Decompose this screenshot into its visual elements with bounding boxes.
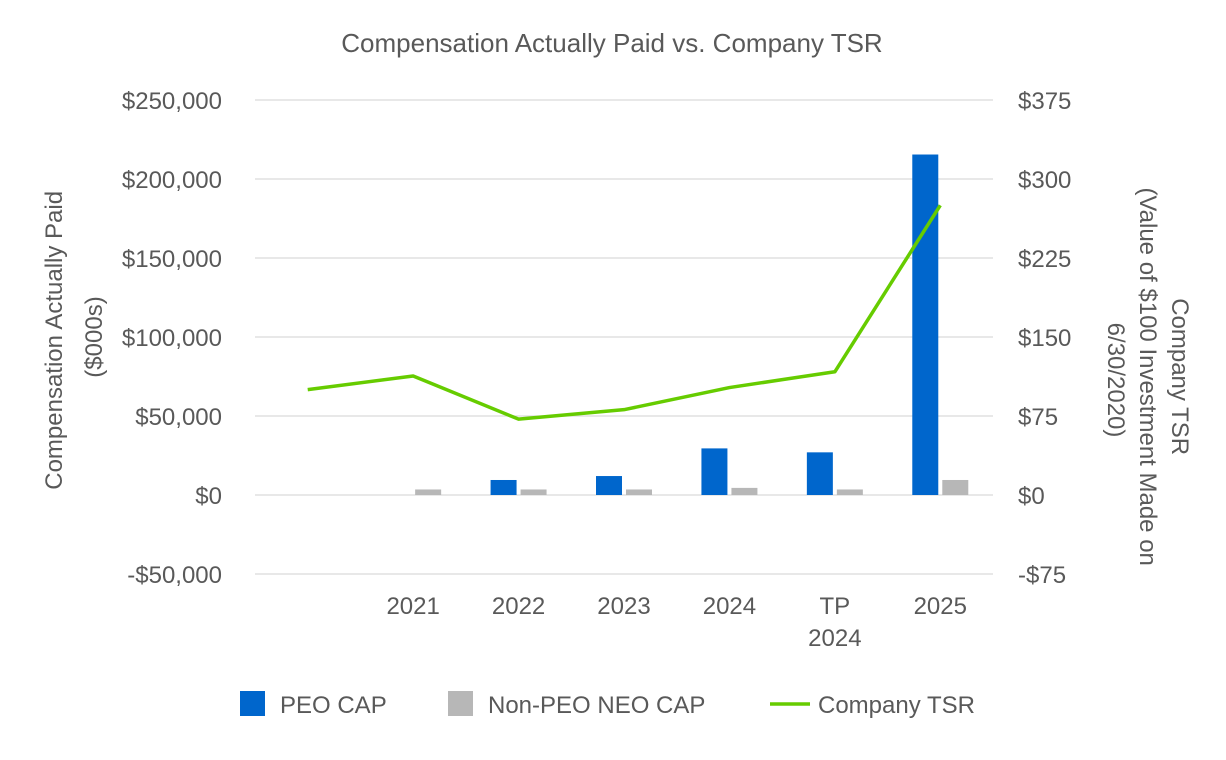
- left-axis-title: Compensation Actually Paid ($000s): [41, 184, 108, 490]
- right-tick-label: $150: [1018, 325, 1071, 352]
- left-tick-label: $200,000: [122, 167, 222, 194]
- bar-non-peo-neo-cap: [942, 479, 969, 495]
- legend-label-non-peo-neo-cap: Non-PEO NEO CAP: [488, 692, 705, 719]
- right-tick-label: $0: [1018, 483, 1045, 510]
- bar-non-peo-neo-cap: [836, 489, 863, 495]
- legend-swatch-non-peo-neo-cap: [448, 691, 473, 716]
- x-axis-labels: 2021 2022 2023 2024 TP 2024 2025: [386, 593, 967, 652]
- legend: PEO CAP Non-PEO NEO CAP Company TSR: [240, 691, 975, 719]
- left-axis-title-line: ($000s): [81, 296, 108, 377]
- bar-non-peo-neo-cap: [626, 489, 652, 495]
- left-axis-title-line: Compensation Actually Paid: [41, 191, 68, 490]
- bar-peo-cap: [596, 476, 622, 495]
- right-tick-label: -$75: [1018, 562, 1066, 589]
- right-tick-label: $375: [1018, 88, 1071, 115]
- bar-non-peo-neo-cap: [520, 489, 547, 495]
- bars: [415, 154, 969, 495]
- bar-non-peo-neo-cap: [415, 489, 442, 495]
- right-axis-title-line: (Value of $100 Investment Made on: [1134, 187, 1161, 565]
- right-axis-title-line: Company TSR: [1166, 298, 1193, 455]
- left-axis-ticks: -$50,000 $0 $50,000 $100,000 $150,000 $200,00…: [122, 88, 222, 589]
- right-axis-title-line: 6/30/2020): [1102, 323, 1129, 438]
- right-tick-label: $300: [1018, 167, 1071, 194]
- x-tick-label: 2023: [597, 593, 650, 620]
- legend-label-company-tsr: Company TSR: [818, 692, 975, 719]
- chart-title: Compensation Actually Paid vs. Company T…: [341, 28, 882, 58]
- x-tick-label: TP: [820, 593, 851, 620]
- left-tick-label: $250,000: [122, 88, 222, 115]
- x-tick-label: 2021: [386, 593, 439, 620]
- grid: [255, 99, 993, 575]
- legend-label-peo-cap: PEO CAP: [280, 692, 387, 719]
- bar-peo-cap: [701, 448, 728, 495]
- x-tick-label: 2024: [703, 593, 756, 620]
- right-axis-ticks: -$75 $0 $75 $150 $225 $300 $375: [1018, 88, 1071, 589]
- line-company-tsr: [307, 204, 942, 421]
- bar-peo-cap: [490, 479, 517, 495]
- bar-peo-cap: [912, 154, 939, 495]
- left-tick-label: $100,000: [122, 325, 222, 352]
- bar-peo-cap: [806, 452, 833, 495]
- left-tick-label: $150,000: [122, 246, 222, 273]
- x-tick-label: 2022: [492, 593, 545, 620]
- x-tick-label: 2024: [808, 625, 861, 652]
- left-tick-label: $50,000: [135, 404, 222, 431]
- x-tick-label: 2025: [914, 593, 967, 620]
- right-tick-label: $75: [1018, 404, 1058, 431]
- legend-swatch-peo-cap: [240, 691, 265, 716]
- left-tick-label: -$50,000: [127, 562, 222, 589]
- bar-non-peo-neo-cap: [731, 487, 758, 495]
- right-axis-title: Company TSR (Value of $100 Investment Ma…: [1102, 187, 1193, 572]
- left-tick-label: $0: [195, 483, 222, 510]
- right-tick-label: $225: [1018, 246, 1071, 273]
- tsr-line-layer: [307, 204, 942, 421]
